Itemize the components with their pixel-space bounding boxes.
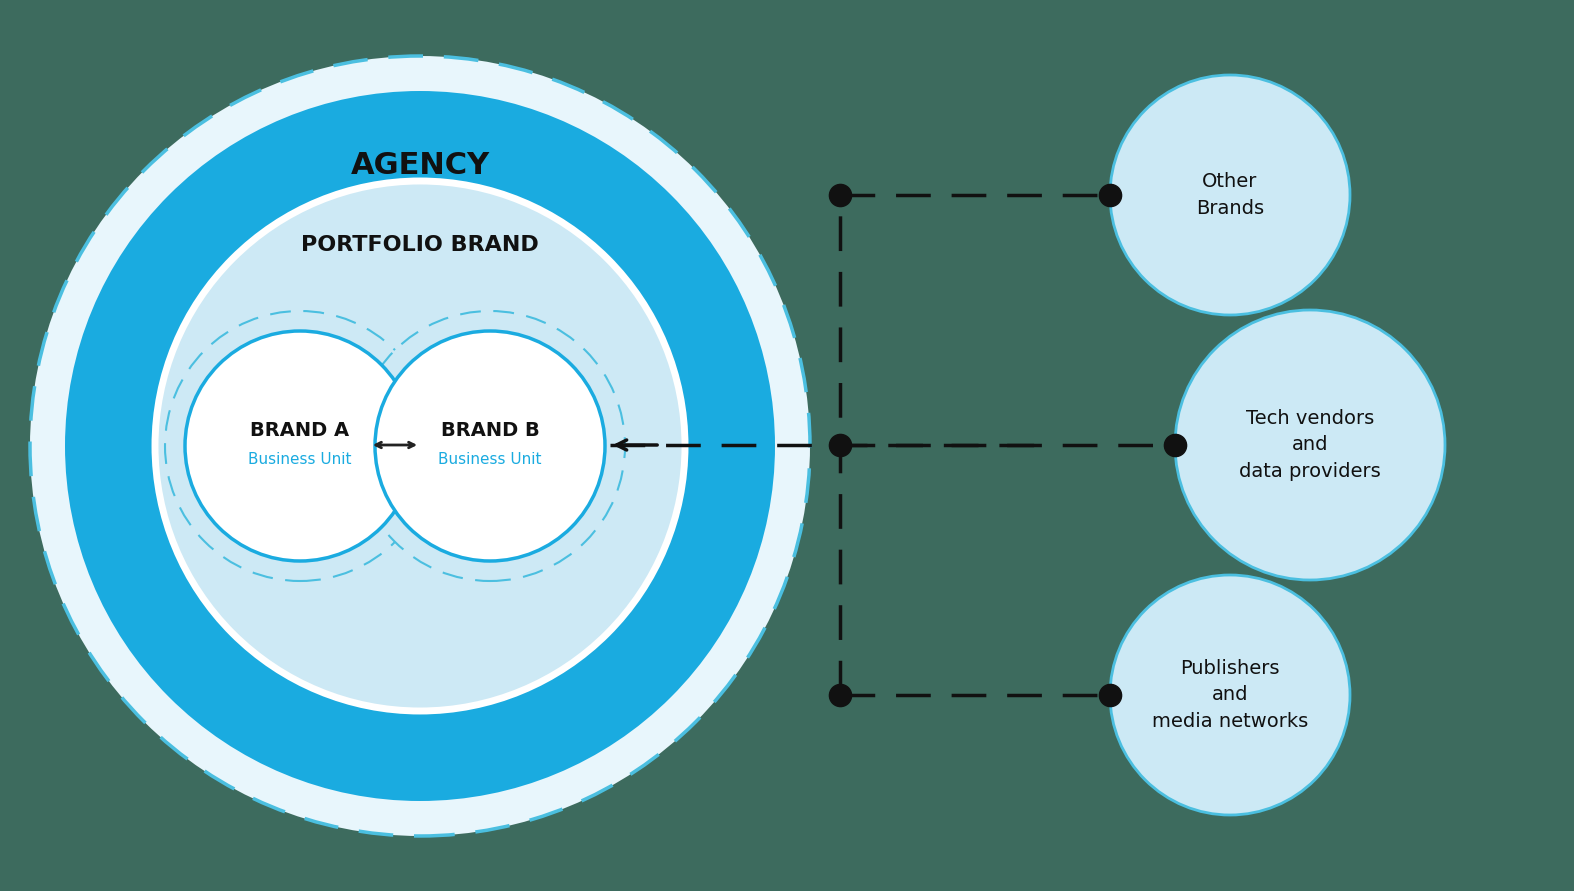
Circle shape bbox=[1110, 75, 1350, 315]
Text: Publishers
and
media networks: Publishers and media networks bbox=[1152, 659, 1308, 731]
Circle shape bbox=[154, 181, 685, 711]
Circle shape bbox=[1110, 575, 1350, 815]
Circle shape bbox=[375, 331, 604, 561]
Circle shape bbox=[65, 91, 774, 801]
Circle shape bbox=[356, 311, 625, 581]
Text: AGENCY: AGENCY bbox=[351, 151, 490, 179]
Text: BRAND B: BRAND B bbox=[441, 421, 540, 439]
Circle shape bbox=[1176, 310, 1445, 580]
Text: Tech vendors
and
data providers: Tech vendors and data providers bbox=[1239, 409, 1380, 481]
Text: Business Unit: Business Unit bbox=[249, 453, 351, 468]
Text: Other
Brands: Other Brands bbox=[1196, 172, 1264, 217]
Circle shape bbox=[30, 56, 811, 836]
Text: Business Unit: Business Unit bbox=[438, 453, 541, 468]
Text: BRAND A: BRAND A bbox=[250, 421, 349, 439]
Text: PORTFOLIO BRAND: PORTFOLIO BRAND bbox=[301, 235, 538, 255]
Circle shape bbox=[186, 331, 416, 561]
Circle shape bbox=[165, 311, 434, 581]
